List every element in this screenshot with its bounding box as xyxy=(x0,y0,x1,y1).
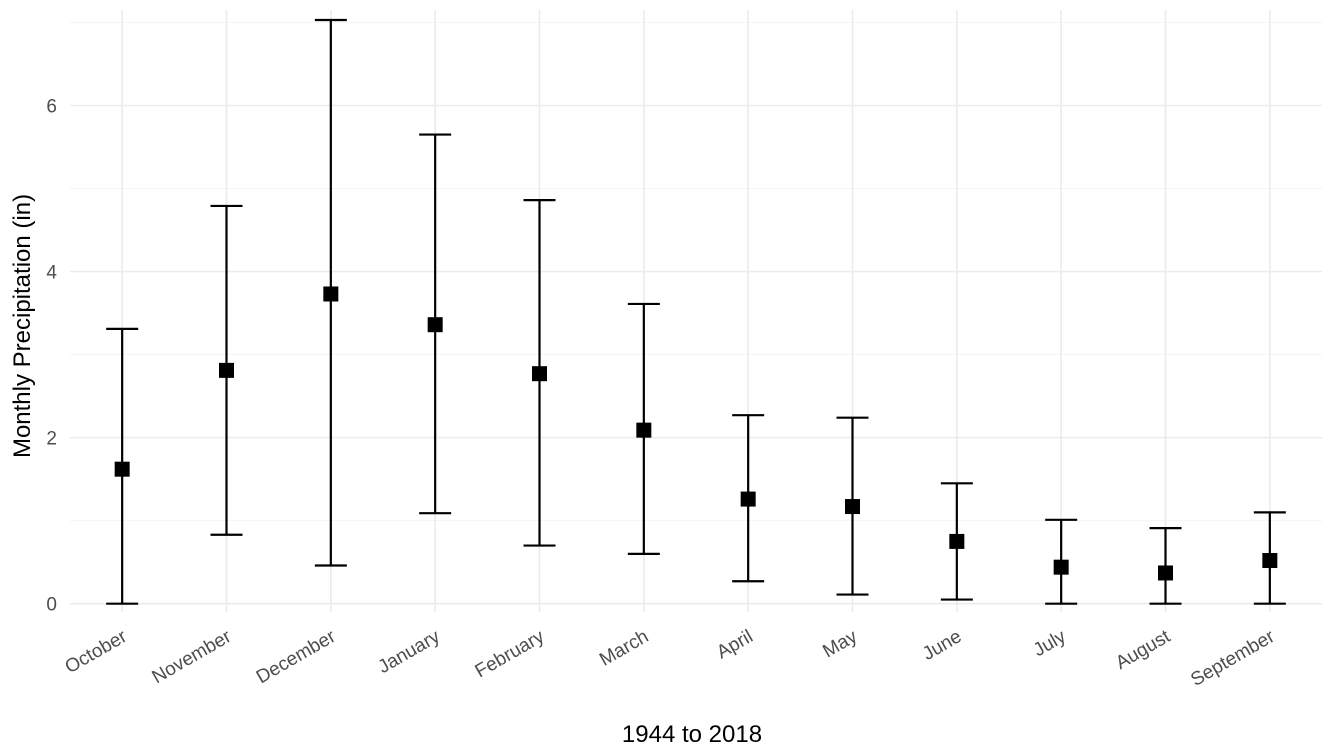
x-tick-label: December xyxy=(253,626,340,688)
errorbar-september xyxy=(1253,511,1286,605)
x-tick-label: April xyxy=(713,626,756,663)
x-tick-labels: October November December January February Ma… xyxy=(62,626,1279,691)
y-tick-label: 0 xyxy=(46,595,57,616)
x-axis-title: 1944 to 2018 xyxy=(622,721,762,748)
errorbar-may xyxy=(836,416,869,596)
x-tick-label: May xyxy=(819,626,861,662)
data-point xyxy=(427,317,443,333)
y-axis-title: Monthly Precipitation (in) xyxy=(9,194,36,458)
y-tick-label: 6 xyxy=(46,96,57,117)
errorbar-january xyxy=(419,133,452,515)
x-tick-label: February xyxy=(472,626,549,682)
x-tick-label: January xyxy=(375,626,444,678)
x-tick-label: October xyxy=(62,626,132,678)
errorbar-march xyxy=(627,302,660,555)
errorbar-february xyxy=(523,199,556,547)
x-tick-label: July xyxy=(1030,626,1070,661)
errorbar-june xyxy=(940,482,973,601)
y-tick-labels: 0 2 4 6 xyxy=(46,96,57,615)
data-point xyxy=(323,286,339,302)
errorbar-november xyxy=(210,204,243,536)
x-tick-label: June xyxy=(919,626,965,665)
data-point xyxy=(1262,553,1278,569)
series-monthly-precipitation xyxy=(106,18,1286,605)
errorbar-august xyxy=(1149,527,1182,605)
x-tick-label: August xyxy=(1112,626,1174,674)
grid-lines xyxy=(70,10,1322,612)
y-tick-label: 2 xyxy=(46,429,57,450)
data-point xyxy=(1053,559,1069,575)
x-tick-label: November xyxy=(149,626,236,688)
data-point xyxy=(532,366,547,382)
data-point xyxy=(845,499,860,515)
errorbar-april xyxy=(732,414,765,583)
data-point xyxy=(114,461,130,477)
x-tick-label: March xyxy=(596,626,652,671)
data-point xyxy=(1158,565,1173,581)
x-tick-label: September xyxy=(1187,626,1279,691)
errorbar-july xyxy=(1045,518,1078,605)
y-tick-label: 4 xyxy=(46,263,57,284)
data-point xyxy=(949,533,965,549)
data-point xyxy=(636,422,652,438)
data-point xyxy=(219,362,234,378)
data-point xyxy=(740,491,756,507)
errorbar-october xyxy=(106,327,139,605)
errorbar-december xyxy=(314,18,347,567)
